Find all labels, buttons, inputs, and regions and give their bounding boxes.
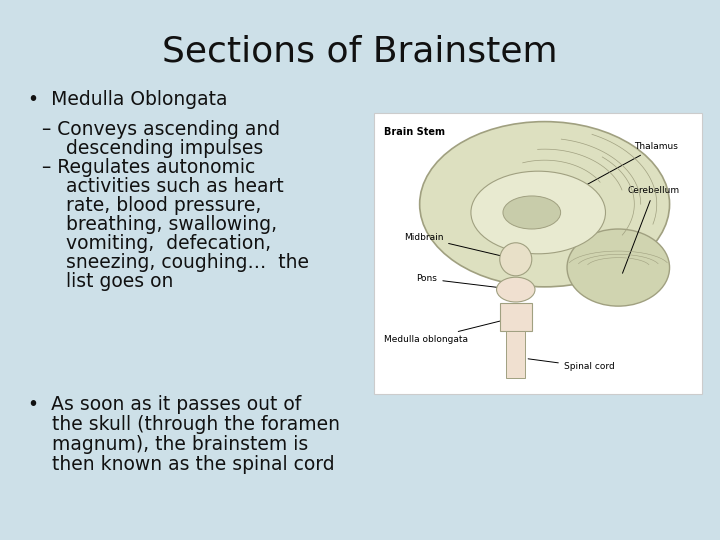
Text: magnum), the brainstem is: magnum), the brainstem is — [28, 435, 308, 454]
Polygon shape — [500, 303, 532, 331]
Text: the skull (through the foramen: the skull (through the foramen — [28, 415, 340, 434]
Text: list goes on: list goes on — [42, 272, 174, 291]
Text: Thalamus: Thalamus — [554, 142, 678, 203]
Ellipse shape — [503, 196, 561, 229]
Bar — [374, 113, 702, 394]
Text: •  As soon as it passes out of: • As soon as it passes out of — [28, 395, 301, 414]
Text: breathing, swallowing,: breathing, swallowing, — [42, 215, 277, 234]
Ellipse shape — [500, 243, 532, 276]
Text: Brain Stem: Brain Stem — [384, 127, 446, 137]
Ellipse shape — [497, 277, 535, 302]
Ellipse shape — [471, 171, 606, 254]
Text: Spinal cord: Spinal cord — [528, 359, 615, 372]
Text: activities such as heart: activities such as heart — [42, 177, 284, 196]
Text: Midbrain: Midbrain — [404, 233, 513, 259]
Text: descending impulses: descending impulses — [42, 139, 264, 158]
Text: rate, blood pressure,: rate, blood pressure, — [42, 196, 261, 215]
Text: Sections of Brainstem: Sections of Brainstem — [162, 35, 558, 69]
Text: – Regulates autonomic: – Regulates autonomic — [42, 158, 256, 177]
Ellipse shape — [420, 122, 670, 287]
Ellipse shape — [567, 229, 670, 306]
Polygon shape — [506, 331, 526, 378]
Text: sneezing, coughing…  the: sneezing, coughing… the — [42, 253, 309, 272]
Text: Cerebellum: Cerebellum — [623, 186, 680, 273]
Text: – Conveys ascending and: – Conveys ascending and — [42, 120, 280, 139]
Text: Pons: Pons — [416, 274, 513, 289]
Text: •  Medulla Oblongata: • Medulla Oblongata — [28, 90, 228, 109]
Text: then known as the spinal cord: then known as the spinal cord — [28, 455, 335, 474]
Text: Medulla oblongata: Medulla oblongata — [384, 318, 513, 344]
Text: vomiting,  defecation,: vomiting, defecation, — [42, 234, 271, 253]
